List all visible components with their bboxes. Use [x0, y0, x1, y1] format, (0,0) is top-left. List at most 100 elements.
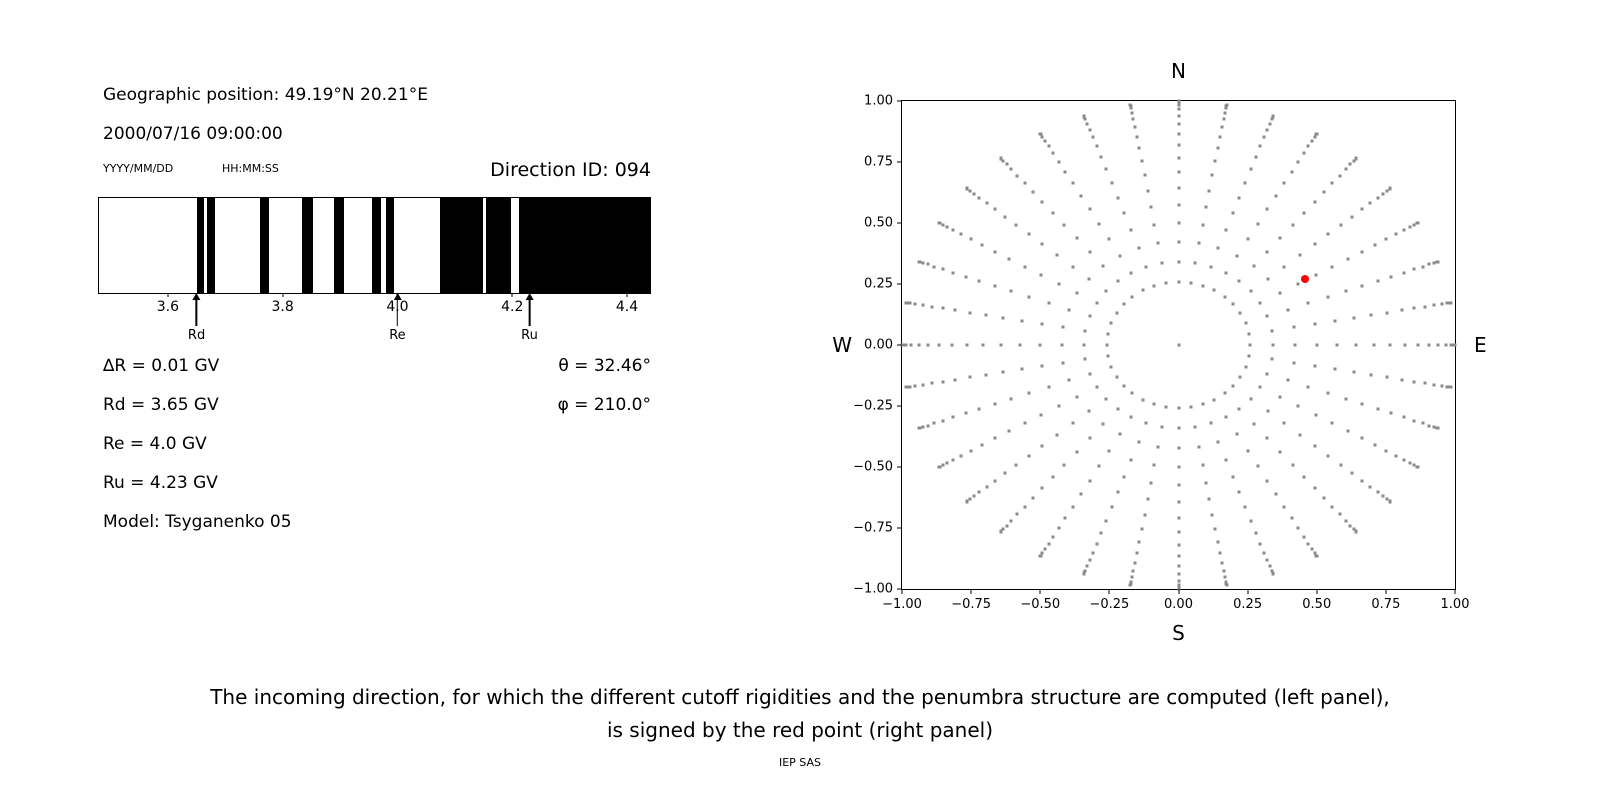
direction-grid-dot — [1225, 583, 1228, 587]
direction-grid-dot — [1416, 221, 1420, 225]
direction-grid-dot — [1099, 155, 1103, 159]
direction-grid-dot — [1313, 444, 1317, 448]
direction-grid-dot — [1270, 329, 1274, 332]
direction-grid-dot — [1416, 465, 1420, 469]
direction-grid-dot — [1189, 405, 1193, 409]
y-axis-tick — [897, 588, 902, 590]
direction-grid-dot — [1177, 572, 1180, 576]
direction-grid-dot — [1237, 196, 1241, 200]
direction-grid-dot — [1177, 406, 1180, 410]
direction-grid-dot — [1244, 365, 1248, 369]
direction-grid-dot — [1306, 144, 1310, 148]
direction-grid-dot — [1246, 237, 1250, 241]
direction-grid-dot — [1146, 497, 1150, 501]
direction-grid-dot — [1133, 561, 1137, 565]
direction-grid-dot — [1423, 381, 1427, 385]
direction-grid-dot — [1224, 458, 1228, 462]
direction-grid-dot — [1248, 343, 1252, 347]
direction-grid-dot — [953, 308, 957, 312]
direction-grid-dot — [1015, 512, 1019, 516]
penumbra-band — [372, 198, 381, 293]
direction-grid-dot — [1009, 289, 1013, 293]
cutoff-marker-label: Re — [388, 328, 407, 343]
direction-grid-dot — [1109, 321, 1113, 325]
selected-direction-point — [1300, 275, 1309, 284]
geo-position-text: Geographic position: 49.19°N 20.21°E — [103, 85, 428, 105]
re-text: Re = 4.0 GV — [103, 434, 207, 454]
direction-grid-dot — [1394, 454, 1398, 458]
direction-grid-dot — [1282, 181, 1286, 185]
direction-grid-dot — [1177, 564, 1180, 568]
direction-grid-dot — [1427, 424, 1431, 428]
direction-grid-dot — [1209, 421, 1213, 425]
direction-grid-dot — [1231, 211, 1235, 215]
direction-grid-dot — [1177, 280, 1180, 284]
direction-grid-dot — [941, 463, 945, 467]
direction-grid-dot — [1249, 397, 1253, 401]
direction-grid-dot — [993, 207, 997, 211]
direction-grid-dot — [1238, 311, 1242, 315]
direction-grid-dot — [1282, 421, 1286, 425]
direction-grid-dot — [1262, 551, 1266, 555]
direction-grid-dot — [1427, 343, 1431, 347]
direction-grid-dot — [1129, 458, 1133, 462]
direction-grid-dot — [1348, 162, 1352, 166]
direction-grid-dot — [1201, 284, 1205, 288]
y-axis-tick — [897, 161, 902, 163]
direction-grid-dot — [1075, 450, 1079, 454]
direction-grid-dot — [1087, 409, 1091, 413]
direction-grid-dot — [1091, 551, 1095, 555]
direction-grid-dot — [1278, 450, 1282, 454]
direction-grid-dot — [1315, 554, 1319, 558]
direction-grid-dot — [941, 380, 945, 384]
direction-grid-dot — [1130, 575, 1134, 579]
direction-grid-dot — [1270, 569, 1274, 573]
direction-grid-dot — [1047, 542, 1051, 546]
direction-grid-dot — [921, 425, 925, 429]
direction-grid-dot — [1009, 519, 1013, 523]
direction-grid-dot — [1087, 277, 1091, 281]
direction-grid-dot — [1298, 433, 1302, 437]
direction-grid-dot — [913, 302, 917, 306]
penumbra-band — [385, 198, 394, 293]
direction-grid-dot — [981, 343, 985, 347]
direction-grid-dot — [1027, 454, 1031, 458]
direction-grid-dot — [1254, 531, 1258, 535]
direction-grid-dot — [1388, 343, 1392, 347]
up-arrow-icon — [393, 293, 402, 300]
direction-grid-dot — [1063, 516, 1067, 520]
penumbra-axis-tick-label: 3.6 — [156, 299, 180, 315]
direction-grid-dot — [1177, 260, 1180, 264]
direction-grid-dot — [1110, 181, 1114, 185]
direction-grid-dot — [1130, 391, 1134, 395]
direction-grid-dot — [977, 407, 981, 411]
direction-grid-dot — [1224, 106, 1228, 110]
direction-grid-dot — [1040, 486, 1044, 490]
direction-grid-dot — [1193, 261, 1197, 265]
direction-grid-dot — [1149, 481, 1153, 485]
direction-grid-dot — [1440, 302, 1444, 306]
model-text: Model: Tsyganenko 05 — [103, 512, 292, 532]
direction-grid-dot — [1256, 222, 1260, 226]
penumbra-band — [439, 198, 483, 293]
direction-grid-dot — [1326, 232, 1330, 236]
direction-grid-dot — [1412, 267, 1416, 271]
direction-grid-dot — [1177, 240, 1180, 244]
phi-text: φ = 210.0° — [557, 395, 651, 415]
direction-grid-dot — [1238, 375, 1242, 379]
direction-grid-dot — [1326, 454, 1330, 458]
direction-grid-dot — [1247, 332, 1251, 336]
direction-grid-dot — [1075, 291, 1079, 295]
direction-grid-dot — [1314, 273, 1318, 277]
direction-grid-dot — [951, 271, 955, 275]
direction-grid-dot — [1177, 343, 1180, 347]
direction-grid-dot — [1220, 561, 1224, 565]
direction-grid-dot — [917, 426, 921, 430]
direction-grid-dot — [1003, 215, 1007, 219]
direction-grid-dot — [1436, 260, 1440, 264]
cutoff-marker-re: Re — [388, 293, 407, 343]
direction-grid-dot — [1310, 139, 1314, 143]
y-axis-tick-label: −0.25 — [853, 398, 893, 414]
y-axis-tick — [897, 222, 902, 224]
